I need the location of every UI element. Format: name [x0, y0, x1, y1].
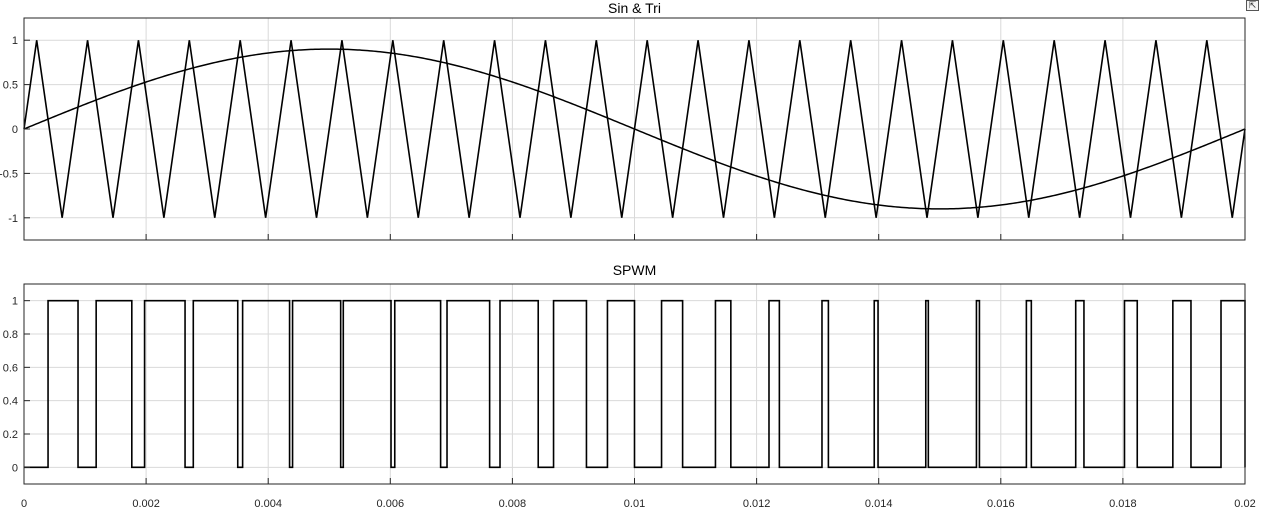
chart-title-spwm: SPWM	[613, 262, 657, 278]
chart-title-sin-tri: Sin & Tri	[608, 0, 661, 16]
spwm-xtick-label: 0.012	[743, 498, 771, 510]
spwm-ytick-label: 0.2	[3, 429, 18, 441]
axes-sin-tri-ticks: -1 -0.5 0 0.5 1	[0, 35, 1246, 240]
sin-tri-ytick-label: -0.5	[0, 168, 18, 180]
spwm-xtick-label: 0.006	[377, 498, 405, 510]
sin-tri-ytick-label: -1	[8, 213, 18, 225]
spwm-xtick-label: 0.014	[865, 498, 893, 510]
spwm-xtick-label: 0	[21, 498, 27, 510]
sine-reference-line	[23, 48, 1246, 210]
spwm-xtick-label: 0.02	[1234, 498, 1255, 510]
spwm-xtick-label: 0.018	[1109, 498, 1137, 510]
spwm-xtick-label: 0.002	[132, 498, 160, 510]
axes-spwm[interactable]: 0 0.002 0.004 0.006 0.008 0.01 0.012 0.014 0.016…	[3, 262, 1256, 510]
axes-restore-icon[interactable]: ⇱	[1246, 0, 1259, 11]
spwm-ytick-label: 0.4	[3, 396, 18, 408]
spwm-ytick-label: 1	[12, 296, 18, 308]
axes-spwm-series	[24, 299, 1246, 469]
spwm-xtick-label: 0.004	[254, 498, 282, 510]
spwm-xtick-label: 0.016	[987, 498, 1015, 510]
sin-tri-ytick-label: 0	[12, 124, 18, 136]
axes-sin-tri[interactable]: -1 -0.5 0 0.5 1 Sin & Tri	[0, 0, 1246, 241]
spwm-xtick-label: 0.01	[624, 498, 645, 510]
spwm-ytick-label: 0.8	[3, 329, 18, 341]
spwm-ytick-label: 0	[12, 462, 18, 474]
axes-spwm-ticks: 0 0.002 0.004 0.006 0.008 0.01 0.012 0.014 0.016…	[3, 296, 1256, 510]
spwm-pulse-line	[24, 299, 1246, 469]
sin-tri-ytick-label: 1	[12, 35, 18, 47]
spwm-ytick-label: 0.6	[3, 362, 18, 374]
axes-sin-tri-series	[23, 40, 1246, 218]
spwm-xtick-label: 0.008	[499, 498, 527, 510]
sin-tri-ytick-label: 0.5	[3, 80, 18, 92]
